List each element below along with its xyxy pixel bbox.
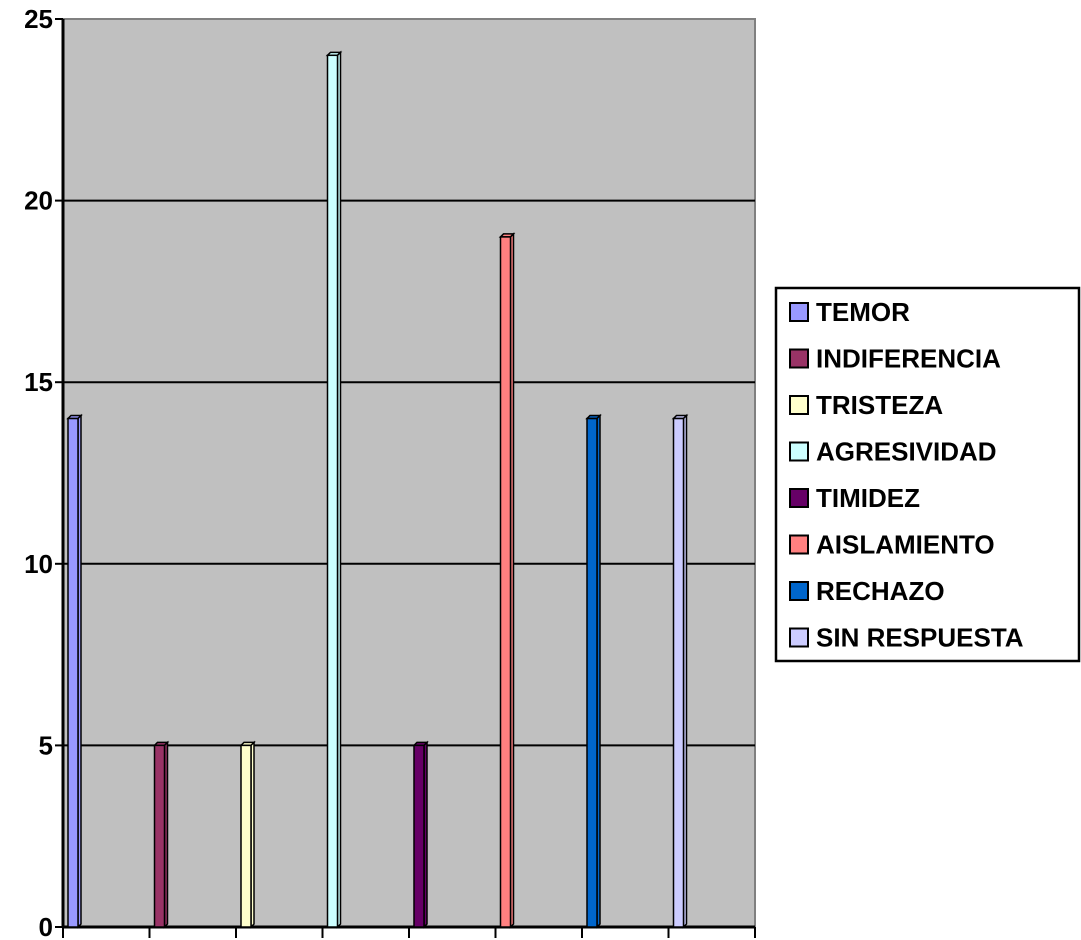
bar-sin-respuesta	[671, 413, 689, 929]
legend: TEMOR INDIFERENCIA TRISTEZA AGRESIVIDAD TIMI…	[774, 286, 1081, 663]
bar-agresividad	[325, 50, 343, 929]
bar-front	[413, 744, 425, 928]
bar-front	[326, 54, 339, 928]
y-tick-label: 25	[24, 4, 53, 34]
y-tick-label: 20	[24, 186, 53, 216]
legend-swatch	[789, 348, 809, 369]
legend-label: INDIFERENCIA	[816, 344, 1001, 374]
y-tick-label: 10	[24, 549, 53, 579]
bar-aislamiento	[498, 232, 516, 929]
legend-swatch	[789, 534, 809, 555]
legend-label: AISLAMIENTO	[816, 530, 995, 560]
y-axis: 0 5 10 15 20 25	[24, 4, 756, 940]
plot-area	[62, 18, 756, 928]
legend-swatch	[789, 441, 809, 462]
bar-rechazo	[585, 413, 602, 929]
plot-background	[62, 18, 756, 928]
bar-front	[67, 417, 79, 928]
bar-front	[672, 417, 685, 928]
bar-temor	[66, 413, 83, 929]
bar-front	[499, 236, 512, 928]
legend-label: TEMOR	[816, 297, 910, 327]
legend-label: RECHAZO	[816, 576, 945, 606]
legend-label: AGRESIVIDAD	[816, 437, 997, 467]
legend-swatch	[789, 627, 809, 648]
y-tick-label: 15	[24, 367, 53, 397]
legend-label: TIMIDEZ	[816, 483, 920, 513]
legend-swatch	[789, 488, 809, 508]
bar-tristeza	[239, 740, 256, 929]
bar-front	[153, 744, 166, 928]
legend-swatch	[789, 302, 809, 322]
bar-front	[240, 744, 252, 928]
bar-series	[66, 50, 689, 929]
legend-swatch	[789, 581, 809, 601]
legend-swatch	[789, 395, 809, 415]
legend-label: TRISTEZA	[816, 390, 943, 420]
bar-timidez	[412, 740, 429, 929]
y-tick-label: 0	[39, 912, 53, 940]
bar-indiferencia	[152, 740, 170, 929]
y-tick-label: 5	[39, 730, 53, 760]
bar-front	[586, 417, 598, 928]
legend-label: SIN RESPUESTA	[816, 623, 1024, 653]
legend-box	[774, 286, 1081, 663]
